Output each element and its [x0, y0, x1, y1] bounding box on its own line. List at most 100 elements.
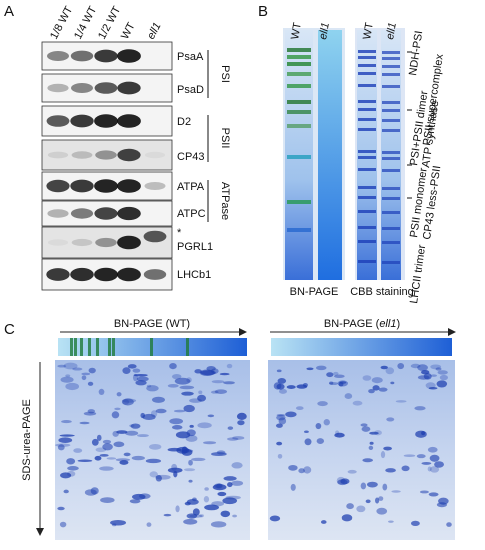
band [382, 157, 400, 160]
band [382, 261, 400, 264]
spot [171, 425, 183, 430]
spot [121, 398, 134, 406]
spot [288, 464, 298, 471]
spot [99, 466, 114, 471]
spot [368, 388, 375, 394]
spot [136, 434, 149, 438]
band [287, 84, 311, 88]
blot-label: ATPC [177, 208, 206, 220]
spot [385, 468, 396, 473]
strip-band [108, 338, 111, 356]
band [382, 129, 400, 132]
spot [339, 381, 347, 384]
blot-label: CP43 [177, 151, 205, 163]
spot [365, 499, 371, 504]
blot-label: ATPA [177, 181, 205, 193]
band [358, 64, 376, 67]
spot [276, 413, 286, 417]
band [46, 115, 70, 127]
spot [132, 493, 146, 500]
lane [357, 30, 377, 280]
spot [199, 514, 205, 518]
blot-label: D2 [177, 116, 191, 128]
spot [186, 498, 199, 505]
band [358, 150, 376, 153]
bn-page-gels [283, 28, 405, 280]
band [94, 82, 118, 94]
spot [326, 372, 334, 378]
spot [415, 430, 427, 438]
spot [333, 374, 345, 379]
band [71, 83, 93, 93]
text: ) [396, 318, 400, 330]
spot [269, 515, 281, 522]
spot [285, 411, 297, 418]
western-blots [41, 41, 173, 291]
spot [135, 380, 147, 386]
spot [361, 426, 371, 432]
spot [346, 503, 354, 510]
strip-band [74, 338, 77, 356]
spot [131, 455, 145, 461]
spot [423, 372, 432, 380]
spot [378, 496, 384, 501]
spot [197, 394, 206, 402]
band-labels: NDH-PSI PSII supercomplex PSI+PSII dimer… [407, 30, 446, 304]
spot [211, 501, 225, 507]
band [382, 73, 400, 76]
spot [344, 393, 353, 400]
spot [149, 471, 158, 478]
spot [171, 373, 182, 380]
spot [188, 479, 193, 483]
spot [102, 439, 112, 444]
spot [428, 492, 439, 497]
spot [401, 465, 410, 472]
spot [390, 381, 395, 385]
band [94, 179, 118, 193]
spot [191, 457, 206, 462]
band [358, 186, 376, 189]
strip-band [186, 338, 189, 356]
spot [173, 409, 186, 413]
spot [206, 365, 216, 372]
spot [386, 417, 395, 422]
spot [88, 367, 96, 374]
band [358, 260, 376, 263]
band [382, 109, 400, 112]
spot [220, 510, 231, 518]
spot [232, 436, 245, 440]
band [287, 62, 311, 66]
spot [315, 423, 322, 430]
band [358, 100, 376, 103]
spot [183, 468, 196, 472]
band [358, 196, 376, 199]
spot [227, 426, 234, 430]
band [287, 48, 311, 52]
band [287, 110, 311, 114]
blot-label: LHCb1 [177, 269, 211, 281]
spot [197, 422, 212, 429]
asterisk: * [177, 227, 182, 239]
dimension-label: BN-PAGE (WT) [114, 318, 190, 330]
band [287, 124, 311, 128]
strain: ell1 [379, 318, 396, 330]
band [382, 187, 400, 190]
dimension-label: BN-PAGE (ell1) [324, 318, 400, 330]
band [382, 197, 400, 200]
blot-label: PsaA [177, 51, 204, 63]
spot [290, 483, 296, 491]
spot [371, 377, 383, 384]
spot [391, 490, 401, 493]
band [358, 72, 376, 75]
band [47, 51, 69, 61]
spot [341, 514, 353, 522]
strip-band [70, 338, 73, 356]
spot [421, 461, 432, 465]
spot [425, 382, 436, 389]
band [382, 227, 400, 230]
band [117, 179, 141, 193]
band [382, 51, 400, 54]
spot [132, 368, 141, 373]
spot [63, 489, 69, 494]
spot [211, 452, 227, 457]
